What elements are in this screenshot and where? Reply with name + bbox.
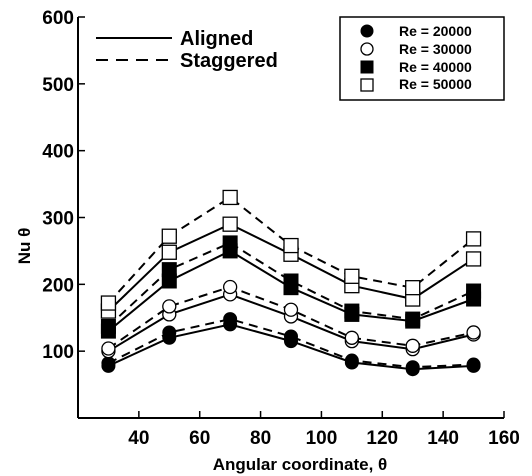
data-point-re-20000-staggered xyxy=(466,357,481,372)
x-axis-title: Angular coordinate, θ xyxy=(213,455,387,474)
data-point-re-30000-staggered xyxy=(344,330,360,345)
data-point-re-20000-staggered xyxy=(344,353,359,368)
data-point-re-50000-staggered xyxy=(465,231,482,247)
data-point-re-50000-staggered xyxy=(283,237,299,254)
tick-labels: 40 60 80 100 120 140 160 100 200 300 400 500 600 xyxy=(42,8,520,449)
x-tick-label: 140 xyxy=(427,428,459,449)
y-tick-label: 400 xyxy=(42,142,74,163)
y-tick-label: 600 xyxy=(42,8,74,29)
data-point-re-50000-staggered xyxy=(222,189,238,206)
data-point-re-30000-staggered xyxy=(162,299,177,314)
data-point-re-50000-staggered xyxy=(405,280,421,296)
x-tick-label: 60 xyxy=(189,428,210,449)
data-point-re-20000-staggered xyxy=(162,325,177,340)
x-tick-label: 100 xyxy=(306,428,338,449)
series-markers xyxy=(100,189,482,377)
data-point-re-40000-staggered xyxy=(222,235,238,251)
reynolds-legend: Re = 20000 Re = 30000 Re = 40000 Re = 50… xyxy=(339,16,505,101)
data-point-re-20000-staggered xyxy=(284,329,298,344)
data-point-re-40000-staggered xyxy=(283,273,299,289)
data-point-re-40000-staggered xyxy=(466,283,482,299)
data-point-re-40000-staggered xyxy=(161,262,177,278)
legend-open-square-marker xyxy=(360,78,374,92)
data-point-re-50000-staggered xyxy=(161,228,177,244)
data-point-re-20000-staggered xyxy=(223,312,238,327)
x-tick-label: 160 xyxy=(488,428,520,449)
data-point-re-20000-staggered xyxy=(405,360,420,375)
data-point-re-30000-staggered xyxy=(466,325,481,340)
data-point-re-50000-aligned xyxy=(161,244,177,260)
data-point-re-30000-staggered xyxy=(283,302,299,317)
data-point-re-30000-staggered xyxy=(101,341,116,356)
y-tick-label: 500 xyxy=(42,75,74,96)
data-point-re-50000-aligned xyxy=(222,216,238,232)
y-tick-label: 300 xyxy=(42,209,74,230)
legend-filled-circle-marker xyxy=(360,24,374,38)
legend-staggered-label: Staggered xyxy=(180,50,278,72)
x-tick-label: 40 xyxy=(128,428,149,449)
data-point-re-30000-staggered xyxy=(222,279,238,295)
data-point-re-40000-staggered xyxy=(100,318,116,334)
data-point-re-40000-staggered xyxy=(405,311,421,327)
legend-filled-square-marker xyxy=(360,60,374,74)
data-point-re-20000-staggered xyxy=(101,356,116,371)
legend-open-circle-marker xyxy=(360,42,374,56)
data-point-re-30000-staggered xyxy=(405,338,420,353)
line-style-legend: Aligned Staggered xyxy=(96,28,278,72)
data-point-re-50000-staggered xyxy=(344,268,360,284)
x-tick-label: 120 xyxy=(366,428,398,449)
legend-re-30000-label: Re = 30000 xyxy=(399,41,472,57)
data-point-re-40000-staggered xyxy=(344,303,360,319)
legend-aligned-label: Aligned xyxy=(180,28,253,50)
y-axis-title: Nu θ xyxy=(15,228,34,265)
legend-re-20000-label: Re = 20000 xyxy=(399,23,472,39)
y-tick-label: 100 xyxy=(42,342,74,363)
data-point-re-50000-staggered xyxy=(100,295,117,311)
legend-re-40000-label: Re = 40000 xyxy=(399,59,472,75)
data-point-re-50000-aligned xyxy=(465,251,482,267)
y-tick-label: 200 xyxy=(42,275,74,296)
x-tick-label: 80 xyxy=(250,428,271,449)
legend-re-50000-label: Re = 50000 xyxy=(399,76,472,92)
axes xyxy=(77,16,505,419)
